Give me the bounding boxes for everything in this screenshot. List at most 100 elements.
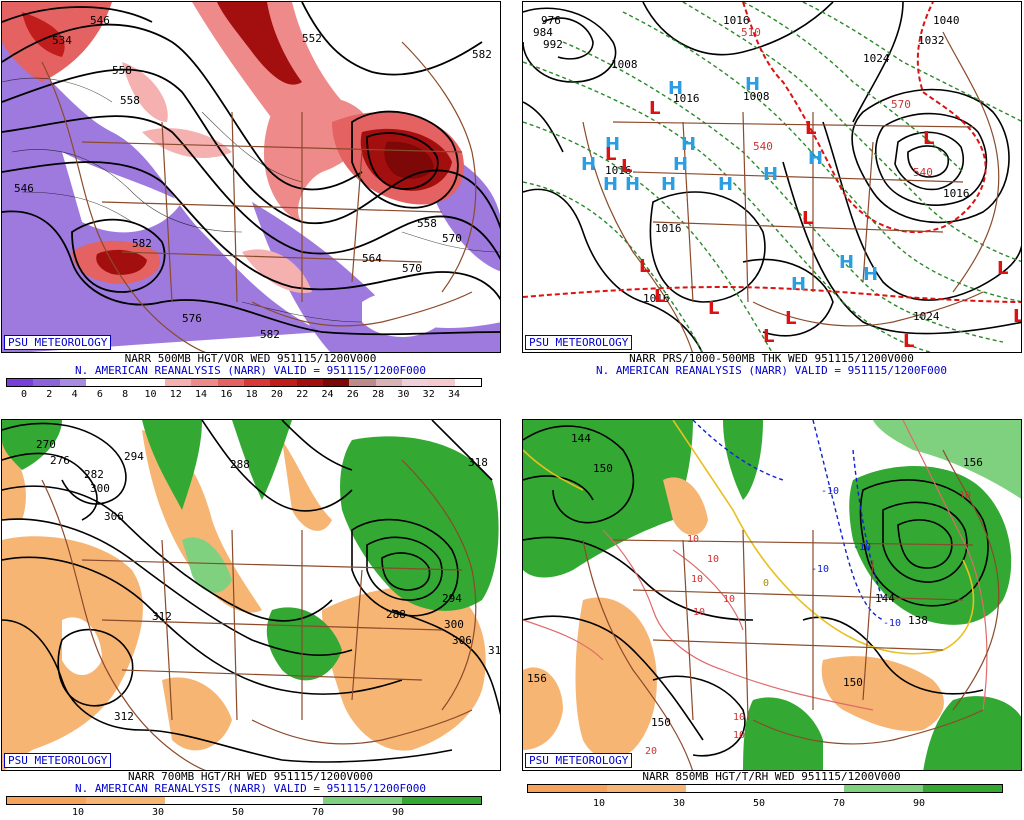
contour-label: 546 bbox=[14, 182, 34, 195]
isobar-label: 1040 bbox=[933, 14, 960, 27]
low-pressure-marker: L bbox=[708, 298, 719, 319]
high-pressure-marker: H bbox=[839, 252, 854, 273]
panel-850mb-temp-rh: 144 150 156 150 150 144 138 156 10 10 10… bbox=[521, 418, 1022, 820]
colorbar-tick: 0 bbox=[20, 389, 28, 400]
contour-label: 576 bbox=[182, 312, 202, 325]
colorbar-tick: 10 bbox=[592, 798, 606, 809]
psu-meteorology-badge: PSU METEOROLOGY bbox=[4, 335, 112, 350]
contour-label: 144 bbox=[571, 432, 591, 445]
high-pressure-marker: H bbox=[681, 134, 696, 155]
panel-subtitle: N. AMERICAN REANALYSIS (NARR) VALID = 95… bbox=[596, 364, 947, 377]
colorbar-swatch bbox=[85, 379, 113, 386]
panel-title: NARR 700MB HGT/RH WED 951115/1200V000 bbox=[127, 770, 374, 783]
psu-meteorology-badge: PSU METEOROLOGY bbox=[4, 753, 112, 768]
low-pressure-marker: L bbox=[903, 331, 914, 352]
panel-500mb-vorticity: 546 534 558 558 546 582 570 558 552 564 … bbox=[0, 0, 501, 402]
colorbar-tick: 28 bbox=[372, 389, 385, 400]
colorbar-tick: 90 bbox=[391, 807, 405, 818]
contour-label: 546 bbox=[90, 14, 110, 27]
contour-label: 552 bbox=[302, 32, 322, 45]
contour-label: 534 bbox=[52, 34, 72, 47]
colorbar-tick: 32 bbox=[422, 389, 435, 400]
contour-label: 558 bbox=[120, 94, 140, 107]
isobar-label: 1008 bbox=[743, 90, 770, 103]
contour-label: 288 bbox=[386, 608, 406, 621]
colorbar-swatch bbox=[322, 379, 350, 386]
high-pressure-marker: H bbox=[603, 174, 618, 195]
thickness-label: 570 bbox=[891, 98, 911, 111]
colorbar-swatch bbox=[59, 379, 86, 386]
temp-label: 0 bbox=[763, 578, 769, 589]
contour-label: 150 bbox=[651, 716, 671, 729]
colorbar-swatch bbox=[7, 379, 34, 386]
colorbar-swatch bbox=[454, 379, 481, 386]
temp-label: -10 bbox=[853, 542, 871, 553]
contour-label: 150 bbox=[593, 462, 613, 475]
isobar-label: 1016 bbox=[723, 14, 750, 27]
contour-label: 300 bbox=[90, 482, 110, 495]
colorbar-swatch bbox=[428, 379, 455, 386]
contour-label: 294 bbox=[442, 592, 462, 605]
colorbar-tick: 30 bbox=[151, 807, 165, 818]
colorbar-tick: 4 bbox=[71, 389, 78, 400]
isobar-label: 1016 bbox=[655, 222, 682, 235]
panel-700mb-rh: 270 276 282 294 288 318 300 306 312 312 … bbox=[0, 418, 501, 820]
map-pressure-thickness: 976 984 992 1008 1016 1024 1032 1040 101… bbox=[522, 1, 1022, 353]
colorbar-swatch bbox=[164, 379, 192, 386]
colorbar-swatch bbox=[217, 379, 244, 386]
colorbar-tick: 8 bbox=[122, 389, 129, 400]
contour-label: 276 bbox=[50, 454, 70, 467]
high-pressure-marker: H bbox=[673, 154, 688, 175]
colorbar-tick: 2 bbox=[46, 389, 53, 400]
isobar-label: 984 bbox=[533, 26, 553, 39]
colorbar-tick: 30 bbox=[672, 798, 686, 809]
rh-colorbar-ticks: 10 30 50 70 90 bbox=[0, 807, 501, 819]
colorbar-swatch bbox=[528, 785, 607, 792]
colorbar-tick: 6 bbox=[96, 389, 103, 400]
low-pressure-marker: L bbox=[649, 98, 660, 119]
colorbar-swatch bbox=[33, 379, 60, 386]
colorbar-tick: 34 bbox=[447, 389, 461, 400]
high-pressure-marker: H bbox=[863, 264, 878, 285]
psu-meteorology-badge: PSU METEOROLOGY bbox=[525, 753, 633, 768]
colorbar-swatch bbox=[7, 797, 86, 804]
panel-title: NARR 500MB HGT/VOR WED 951115/1200V000 bbox=[124, 352, 377, 365]
low-pressure-marker: L bbox=[639, 256, 650, 277]
colorbar-tick: 12 bbox=[169, 389, 182, 400]
temp-label: -10 bbox=[811, 564, 829, 575]
contour-label: 156 bbox=[963, 456, 983, 469]
contour-label: 558 bbox=[112, 64, 132, 77]
temp-label: -10 bbox=[883, 618, 901, 629]
colorbar-swatch bbox=[138, 379, 165, 386]
temp-label: 10 bbox=[693, 607, 705, 618]
colorbar-swatch bbox=[86, 797, 165, 804]
high-pressure-marker: H bbox=[763, 164, 778, 185]
temp-label: 10 bbox=[733, 730, 745, 741]
isobar-label: 1032 bbox=[918, 34, 945, 47]
panel-title: NARR PRS/1000-500MB THK WED 951115/1200V… bbox=[629, 352, 914, 365]
colorbar-tick: 70 bbox=[311, 807, 325, 818]
high-pressure-marker: H bbox=[745, 74, 760, 95]
colorbar-swatch bbox=[165, 797, 244, 804]
colorbar-tick: 50 bbox=[231, 807, 245, 818]
colorbar-tick: 26 bbox=[346, 389, 359, 400]
colorbar-swatch bbox=[243, 379, 271, 386]
vorticity-colorbar-ticks: 0 2 4 6 8 10 12 14 16 18 20 22 24 26 28 30 32 34 bbox=[0, 389, 501, 401]
isobar-label: 1024 bbox=[913, 310, 940, 323]
contour-label: 570 bbox=[402, 262, 422, 275]
panel-subtitle: N. AMERICAN REANALYSIS (NARR) VALID = 95… bbox=[75, 782, 426, 795]
high-pressure-marker: H bbox=[808, 148, 823, 169]
colorbar-swatch bbox=[349, 379, 376, 386]
contour-label: 270 bbox=[36, 438, 56, 451]
contour-label: 282 bbox=[84, 468, 104, 481]
contour-label: 156 bbox=[527, 672, 547, 685]
map-700mb-graphic: 270 276 282 294 288 318 300 306 312 312 … bbox=[2, 420, 500, 770]
colorbar-swatch bbox=[375, 379, 402, 386]
high-pressure-marker: H bbox=[581, 154, 596, 175]
contour-label: 318 bbox=[468, 456, 488, 469]
thickness-label: 510 bbox=[741, 26, 761, 39]
map-850mb-graphic: 144 150 156 150 150 144 138 156 10 10 10… bbox=[523, 420, 1021, 770]
contour-label: 300 bbox=[444, 618, 464, 631]
high-pressure-marker: H bbox=[661, 174, 676, 195]
colorbar-tick: 70 bbox=[832, 798, 846, 809]
